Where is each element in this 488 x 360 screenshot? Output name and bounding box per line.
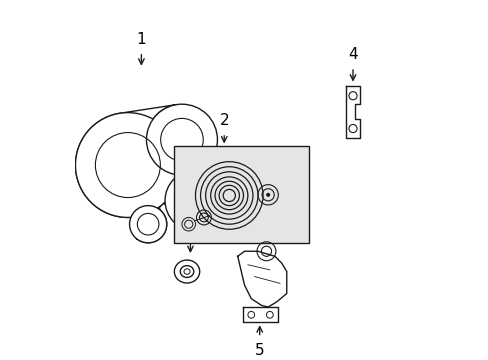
Ellipse shape — [174, 260, 199, 283]
Circle shape — [129, 206, 166, 243]
Text: 3: 3 — [185, 221, 195, 236]
Text: 2: 2 — [219, 113, 228, 128]
Circle shape — [146, 104, 217, 175]
Circle shape — [265, 193, 270, 197]
Text: 4: 4 — [347, 47, 357, 62]
Bar — [173, 147, 308, 243]
Text: 5: 5 — [254, 342, 264, 357]
Text: 1: 1 — [136, 32, 146, 47]
Circle shape — [75, 113, 180, 217]
Circle shape — [165, 170, 225, 231]
